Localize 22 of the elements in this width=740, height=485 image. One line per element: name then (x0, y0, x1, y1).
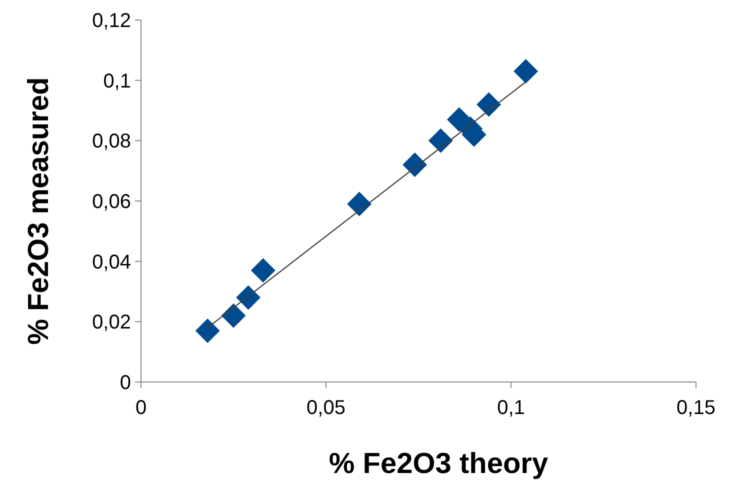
x-tick-label: 0 (135, 397, 147, 419)
point (428, 128, 453, 153)
y-tick-label: 0,12 (92, 10, 131, 32)
point (514, 59, 538, 84)
y-tick-label: 0,06 (92, 191, 131, 213)
point (402, 152, 428, 178)
point (476, 92, 502, 117)
point (347, 192, 372, 216)
point (195, 318, 220, 343)
point (236, 285, 261, 310)
point (250, 258, 276, 283)
x-tick-label: 0,05 (306, 397, 346, 419)
x-tick-label: 0,1 (497, 397, 525, 419)
y-axis-title: % Fe2O3 measured (23, 77, 55, 345)
y-tick-label: 0,08 (92, 130, 131, 153)
x-axis-title: % Fe2O3 theory (328, 448, 548, 480)
point (221, 303, 246, 328)
y-tick-label: 0,1 (103, 70, 131, 92)
x-tick-label: 0,15 (676, 397, 716, 419)
y-tick-label: 0,04 (92, 251, 131, 274)
y-tick-label: 0 (120, 372, 131, 394)
y-tick-label: 0,02 (92, 312, 131, 334)
